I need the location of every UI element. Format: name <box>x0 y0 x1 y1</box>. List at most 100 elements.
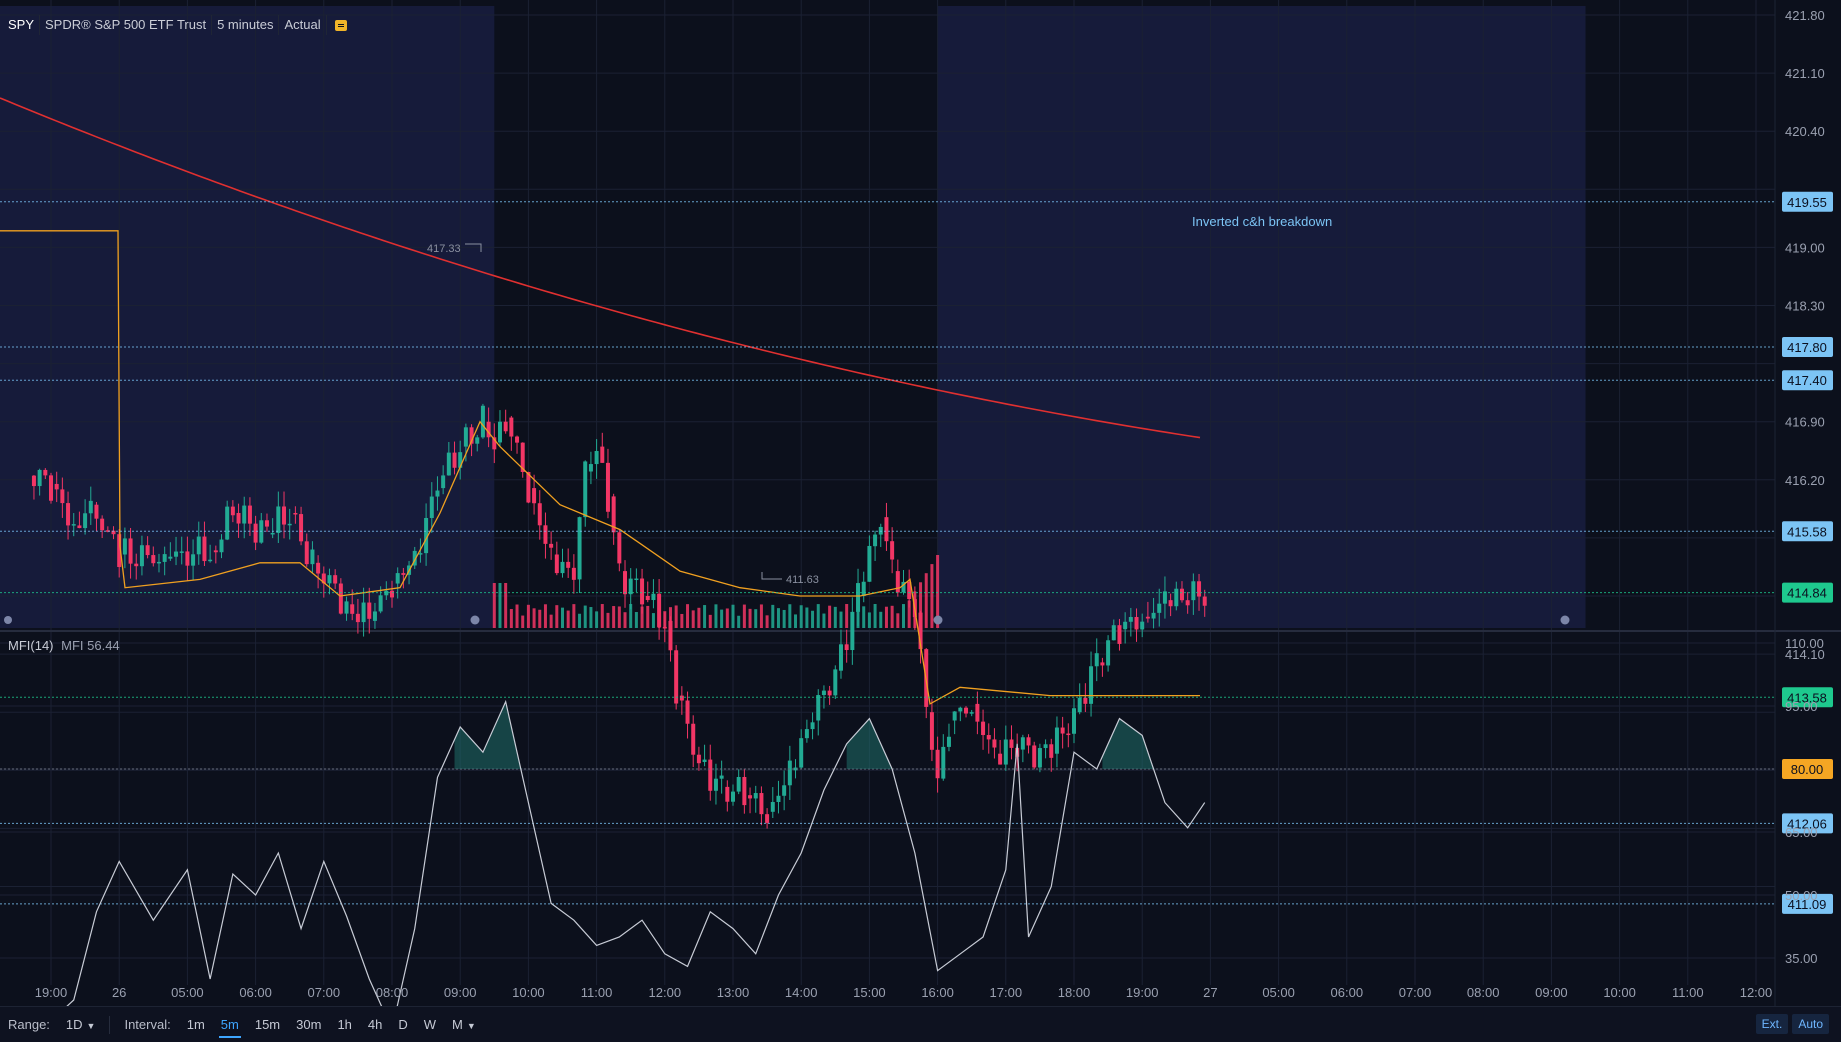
candle-body <box>765 814 769 823</box>
candle <box>1021 735 1025 762</box>
volume-bar <box>726 608 729 628</box>
candle <box>521 442 525 477</box>
candle-body <box>958 708 962 712</box>
candle-body <box>475 437 479 443</box>
candle <box>759 786 763 825</box>
candle-body <box>1004 740 1008 765</box>
volume-bar <box>834 607 837 628</box>
interval-button-W[interactable]: W <box>416 1017 444 1032</box>
candle <box>49 473 53 504</box>
candle-body <box>1032 745 1036 767</box>
candle <box>572 554 576 594</box>
candle-body <box>561 562 565 573</box>
moon-icon <box>4 616 12 624</box>
candle-body <box>981 722 985 735</box>
interval-button-M[interactable]: M▼ <box>444 1017 484 1032</box>
volume-bar <box>646 606 649 628</box>
candle-body <box>60 489 64 503</box>
candle-body <box>225 507 229 540</box>
symbol-label[interactable]: SPY <box>0 15 40 35</box>
price-axis-tick: 416.20 <box>1785 473 1825 488</box>
interval-label[interactable]: 5 minutes <box>212 15 279 35</box>
candle <box>839 630 843 679</box>
candle-body <box>202 537 206 562</box>
candle-body <box>822 691 826 695</box>
price-axis-tick: 418.30 <box>1785 299 1825 314</box>
time-axis-tick: 09:00 <box>444 985 477 1000</box>
candle <box>964 706 968 717</box>
candle-body <box>435 491 439 497</box>
volume-bar <box>896 613 899 628</box>
events-flag-icon[interactable] <box>335 20 347 31</box>
interval-button-1h[interactable]: 1h <box>329 1017 359 1032</box>
interval-button-30m[interactable]: 30m <box>288 1017 329 1032</box>
candle <box>879 524 883 547</box>
candle <box>595 439 599 479</box>
candle-body <box>987 735 991 739</box>
candle-body <box>595 451 599 464</box>
chart-header: SPY SPDR® S&P 500 ETF Trust 5 minutes Ac… <box>0 14 347 36</box>
candle-body <box>447 453 451 476</box>
price-type-label[interactable]: Actual <box>279 15 326 35</box>
candle <box>481 404 485 439</box>
time-axis-tick: 27 <box>1203 985 1217 1000</box>
candle <box>799 729 803 769</box>
interval-button-D[interactable]: D <box>390 1017 415 1032</box>
price-tag-text: 417.80 <box>1787 340 1827 355</box>
price-axis-tick: 420.40 <box>1785 124 1825 139</box>
candle-body <box>310 550 314 565</box>
candle-body <box>1197 581 1201 596</box>
candle-body <box>316 563 320 574</box>
candle-body <box>799 738 803 767</box>
volume-bar <box>862 606 865 628</box>
volume-bar <box>800 605 803 628</box>
candle-body <box>811 722 815 729</box>
candle-body <box>617 532 621 563</box>
candle <box>634 568 638 592</box>
candle-body <box>271 533 275 535</box>
price-tag-text: 417.40 <box>1787 373 1827 388</box>
price-chart[interactable]: 419.55417.80417.40415.58414.84413.58412.… <box>0 0 1841 1006</box>
volume-bar <box>533 608 536 628</box>
time-axis-tick: 26 <box>112 985 126 1000</box>
range-dropdown[interactable]: 1D▼ <box>58 1017 104 1032</box>
interval-button-4h[interactable]: 4h <box>360 1017 390 1032</box>
candle-body <box>305 541 309 564</box>
volume-bar <box>510 609 513 628</box>
candle <box>737 769 741 794</box>
auto-button[interactable]: Auto <box>1792 1014 1829 1034</box>
volume-bar <box>828 606 831 628</box>
candle <box>805 720 809 743</box>
candle-body <box>430 497 434 518</box>
price-axis-tick: 419.00 <box>1785 240 1825 255</box>
candle <box>1049 739 1053 772</box>
candle <box>1009 725 1013 759</box>
candle-body <box>38 470 42 486</box>
time-axis-tick: 05:00 <box>171 985 204 1000</box>
candle <box>498 410 502 446</box>
candle <box>1066 723 1070 747</box>
interval-button-1m[interactable]: 1m <box>179 1017 213 1032</box>
candle-body <box>884 517 888 541</box>
ext-button[interactable]: Ext. <box>1756 1014 1789 1034</box>
time-axis-tick: 12:00 <box>649 985 682 1000</box>
volume-bar <box>714 604 717 628</box>
candle-body <box>873 535 877 547</box>
candle <box>583 460 587 526</box>
candle-body <box>1027 737 1031 745</box>
candle-body <box>77 525 81 528</box>
candle <box>543 513 547 559</box>
candle <box>1095 638 1099 681</box>
time-axis-tick: 15:00 <box>853 985 886 1000</box>
volume-bar <box>527 605 530 628</box>
volume-bar <box>874 604 877 628</box>
candle <box>1038 744 1042 772</box>
mfi-study-label[interactable]: MFI(14) MFI 56.44 <box>8 638 120 653</box>
candle-body <box>941 747 945 779</box>
volume-bar <box>925 573 928 628</box>
interval-button-5m[interactable]: 5m <box>213 1017 247 1032</box>
candle <box>600 433 604 463</box>
candle-body <box>146 545 150 555</box>
interval-button-15m[interactable]: 15m <box>247 1017 288 1032</box>
price-tag-text: 414.84 <box>1787 586 1827 601</box>
